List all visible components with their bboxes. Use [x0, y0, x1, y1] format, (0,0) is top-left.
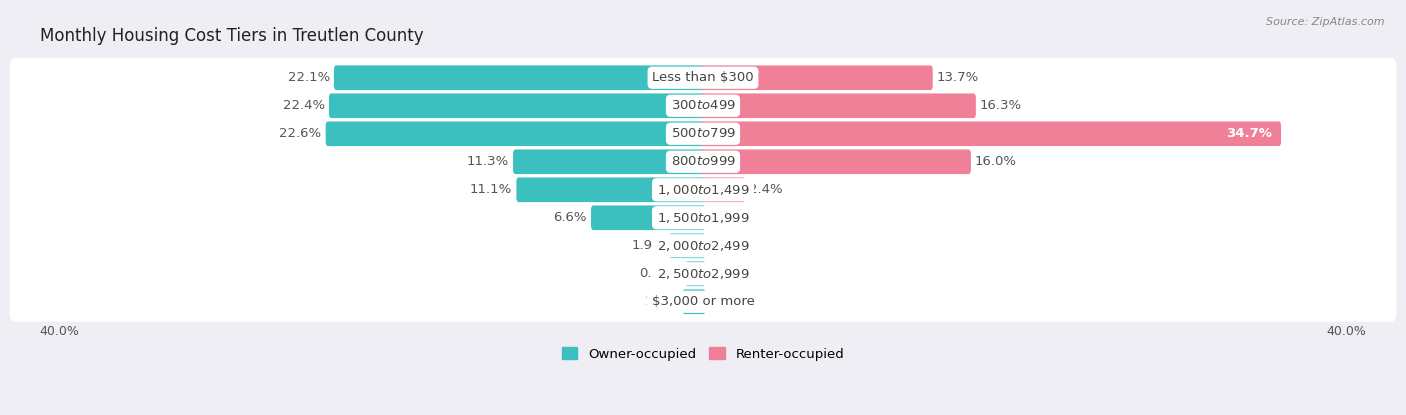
FancyBboxPatch shape: [591, 205, 706, 230]
FancyBboxPatch shape: [685, 261, 706, 286]
FancyBboxPatch shape: [329, 93, 706, 118]
Text: $1,000 to $1,499: $1,000 to $1,499: [657, 183, 749, 197]
Text: 0.0%: 0.0%: [710, 239, 744, 252]
FancyBboxPatch shape: [326, 122, 706, 146]
FancyBboxPatch shape: [10, 170, 1396, 210]
FancyBboxPatch shape: [700, 66, 932, 90]
Text: 13.7%: 13.7%: [936, 71, 979, 84]
Text: Monthly Housing Cost Tiers in Treutlen County: Monthly Housing Cost Tiers in Treutlen C…: [39, 27, 423, 46]
FancyBboxPatch shape: [10, 86, 1396, 126]
FancyBboxPatch shape: [10, 114, 1396, 154]
FancyBboxPatch shape: [513, 149, 706, 174]
Text: 40.0%: 40.0%: [39, 325, 79, 338]
Legend: Owner-occupied, Renter-occupied: Owner-occupied, Renter-occupied: [557, 342, 849, 366]
FancyBboxPatch shape: [10, 254, 1396, 294]
Text: $500 to $799: $500 to $799: [671, 127, 735, 140]
Text: 16.3%: 16.3%: [980, 99, 1022, 112]
Text: Source: ZipAtlas.com: Source: ZipAtlas.com: [1267, 17, 1385, 27]
FancyBboxPatch shape: [10, 198, 1396, 238]
Text: $800 to $999: $800 to $999: [671, 155, 735, 168]
Text: 0.0%: 0.0%: [710, 295, 744, 308]
FancyBboxPatch shape: [10, 58, 1396, 98]
FancyBboxPatch shape: [700, 149, 972, 174]
Text: $1,500 to $1,999: $1,500 to $1,999: [657, 211, 749, 225]
Text: $2,000 to $2,499: $2,000 to $2,499: [657, 239, 749, 253]
Text: Less than $300: Less than $300: [652, 71, 754, 84]
Text: 2.4%: 2.4%: [749, 183, 783, 196]
FancyBboxPatch shape: [516, 178, 706, 202]
Text: 11.1%: 11.1%: [470, 183, 512, 196]
Text: $3,000 or more: $3,000 or more: [651, 295, 755, 308]
Text: 22.4%: 22.4%: [283, 99, 325, 112]
FancyBboxPatch shape: [669, 234, 706, 258]
Text: 0.0%: 0.0%: [710, 267, 744, 280]
FancyBboxPatch shape: [10, 142, 1396, 182]
Text: 6.6%: 6.6%: [554, 211, 586, 224]
FancyBboxPatch shape: [10, 226, 1396, 266]
Text: 22.1%: 22.1%: [288, 71, 330, 84]
FancyBboxPatch shape: [700, 122, 1281, 146]
Text: 1.1%: 1.1%: [644, 295, 678, 308]
Text: 16.0%: 16.0%: [974, 155, 1017, 168]
Text: 0.0%: 0.0%: [710, 211, 744, 224]
FancyBboxPatch shape: [10, 282, 1396, 322]
Text: 1.9%: 1.9%: [631, 239, 665, 252]
Text: 0.92%: 0.92%: [640, 267, 681, 280]
FancyBboxPatch shape: [700, 93, 976, 118]
FancyBboxPatch shape: [700, 178, 745, 202]
Text: $2,500 to $2,999: $2,500 to $2,999: [657, 267, 749, 281]
FancyBboxPatch shape: [335, 66, 706, 90]
Text: 40.0%: 40.0%: [1327, 325, 1367, 338]
Text: $300 to $499: $300 to $499: [671, 99, 735, 112]
FancyBboxPatch shape: [682, 289, 706, 314]
Text: 34.7%: 34.7%: [1226, 127, 1272, 140]
Text: 11.3%: 11.3%: [467, 155, 509, 168]
Text: 22.6%: 22.6%: [280, 127, 322, 140]
